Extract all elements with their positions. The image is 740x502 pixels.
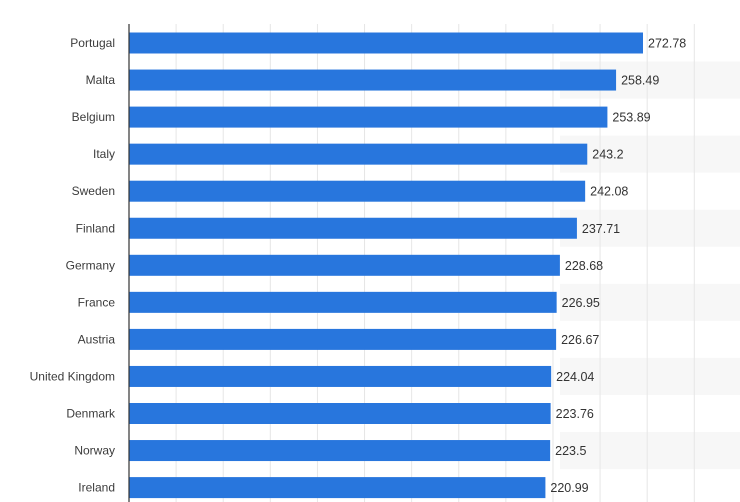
category-label: Malta bbox=[86, 73, 116, 87]
category-label: Ireland bbox=[78, 481, 115, 495]
category-label: Finland bbox=[76, 221, 115, 235]
bar bbox=[129, 143, 588, 165]
value-labels: 272.78 258.49 253.89 243.2 242.08 237.71 228.6… bbox=[550, 37, 686, 496]
bar bbox=[129, 180, 586, 202]
data-label: 223.5 bbox=[555, 444, 586, 458]
data-label: 226.95 bbox=[562, 296, 600, 310]
bar bbox=[129, 403, 551, 424]
bar bbox=[129, 32, 643, 54]
category-label: United Kingdom bbox=[30, 369, 115, 383]
row-band bbox=[560, 283, 740, 321]
category-label: Germany bbox=[66, 258, 115, 272]
row-band bbox=[560, 357, 740, 395]
bar bbox=[129, 328, 557, 350]
data-label: 220.99 bbox=[550, 481, 588, 495]
data-label: 226.67 bbox=[561, 333, 599, 347]
row-band bbox=[560, 209, 740, 247]
category-label: Sweden bbox=[72, 184, 115, 198]
bar bbox=[129, 106, 608, 128]
data-label: 258.49 bbox=[621, 74, 659, 88]
bar bbox=[129, 69, 617, 91]
data-label: 224.04 bbox=[556, 370, 594, 384]
category-labels: Portugal Malta Belgium Italy Sweden Finland Ge… bbox=[30, 36, 116, 495]
data-label: 223.76 bbox=[556, 407, 594, 421]
bar bbox=[129, 365, 552, 387]
category-label: Norway bbox=[74, 444, 115, 458]
category-label: France bbox=[78, 295, 116, 309]
data-label: 253.89 bbox=[612, 111, 650, 125]
row-band bbox=[560, 432, 740, 470]
bar bbox=[129, 217, 577, 239]
bar bbox=[129, 477, 546, 499]
row-bands bbox=[560, 61, 740, 470]
category-label: Belgium bbox=[72, 110, 115, 124]
row-band bbox=[560, 135, 740, 173]
data-label: 272.78 bbox=[648, 37, 686, 51]
data-label: 243.2 bbox=[592, 148, 623, 162]
bars bbox=[129, 32, 643, 499]
data-label: 242.08 bbox=[590, 185, 628, 199]
category-label: Italy bbox=[93, 147, 115, 161]
bar bbox=[129, 291, 557, 313]
data-label: 237.71 bbox=[582, 222, 620, 236]
category-label: Portugal bbox=[70, 36, 115, 50]
bar bbox=[129, 440, 551, 462]
category-label: Austria bbox=[78, 332, 116, 346]
bar bbox=[129, 254, 560, 276]
data-label: 228.68 bbox=[565, 259, 603, 273]
category-label: Denmark bbox=[66, 407, 116, 421]
